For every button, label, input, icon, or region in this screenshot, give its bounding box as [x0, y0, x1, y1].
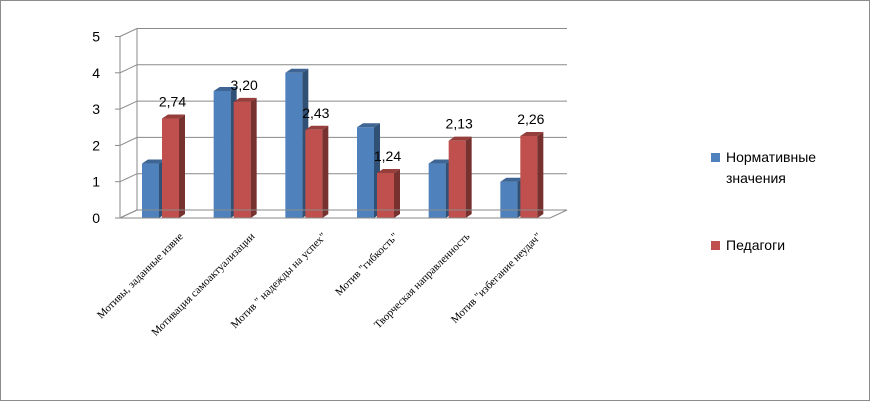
y-tick-label: 0	[92, 210, 100, 226]
data-label: 2,26	[517, 111, 544, 127]
bar-teachers	[448, 136, 472, 218]
y-tick-label: 5	[92, 29, 100, 45]
y-tick-label: 1	[92, 174, 100, 190]
bar-normative	[142, 159, 165, 218]
legend-swatch-teachers	[711, 241, 720, 250]
gridline	[119, 28, 567, 37]
bar-normative	[213, 86, 237, 218]
bar-normative	[428, 159, 452, 218]
bar-normative	[285, 68, 309, 218]
legend-label-normative: Нормативные значения	[726, 149, 817, 186]
gridline	[119, 136, 567, 146]
bar-teachers	[377, 168, 400, 218]
floor	[119, 209, 568, 219]
gridline	[119, 100, 567, 110]
bar-teachers	[162, 114, 185, 218]
bar-teachers	[305, 125, 329, 218]
legend-swatch-normative	[711, 153, 720, 162]
data-label: 2,74	[159, 94, 186, 110]
bars	[142, 68, 544, 218]
y-tick-label: 2	[92, 137, 100, 153]
gridline	[119, 173, 567, 183]
gridline	[119, 209, 567, 219]
y-tick-label: 4	[92, 65, 100, 81]
y-tick-label: 3	[92, 101, 100, 117]
gridline	[119, 64, 567, 74]
bar-normative	[500, 177, 524, 218]
bar-teachers	[520, 131, 544, 218]
legend-label-teachers: Педагоги	[726, 237, 786, 253]
data-label: 1,24	[374, 148, 401, 164]
bar-teachers	[233, 97, 257, 218]
bar-normative	[357, 123, 380, 218]
data-labels: 2,74 3,20 2,43 1,24 2,13 2,26	[159, 77, 545, 164]
y-axis: 0 1 2 3 4 5	[92, 29, 121, 226]
data-label: 3,20	[231, 77, 258, 93]
x-tick-label: Мотив "гибкость"	[333, 231, 401, 299]
data-label: 2,43	[302, 105, 329, 121]
data-label: 2,13	[446, 116, 473, 132]
gridlines	[119, 28, 567, 219]
